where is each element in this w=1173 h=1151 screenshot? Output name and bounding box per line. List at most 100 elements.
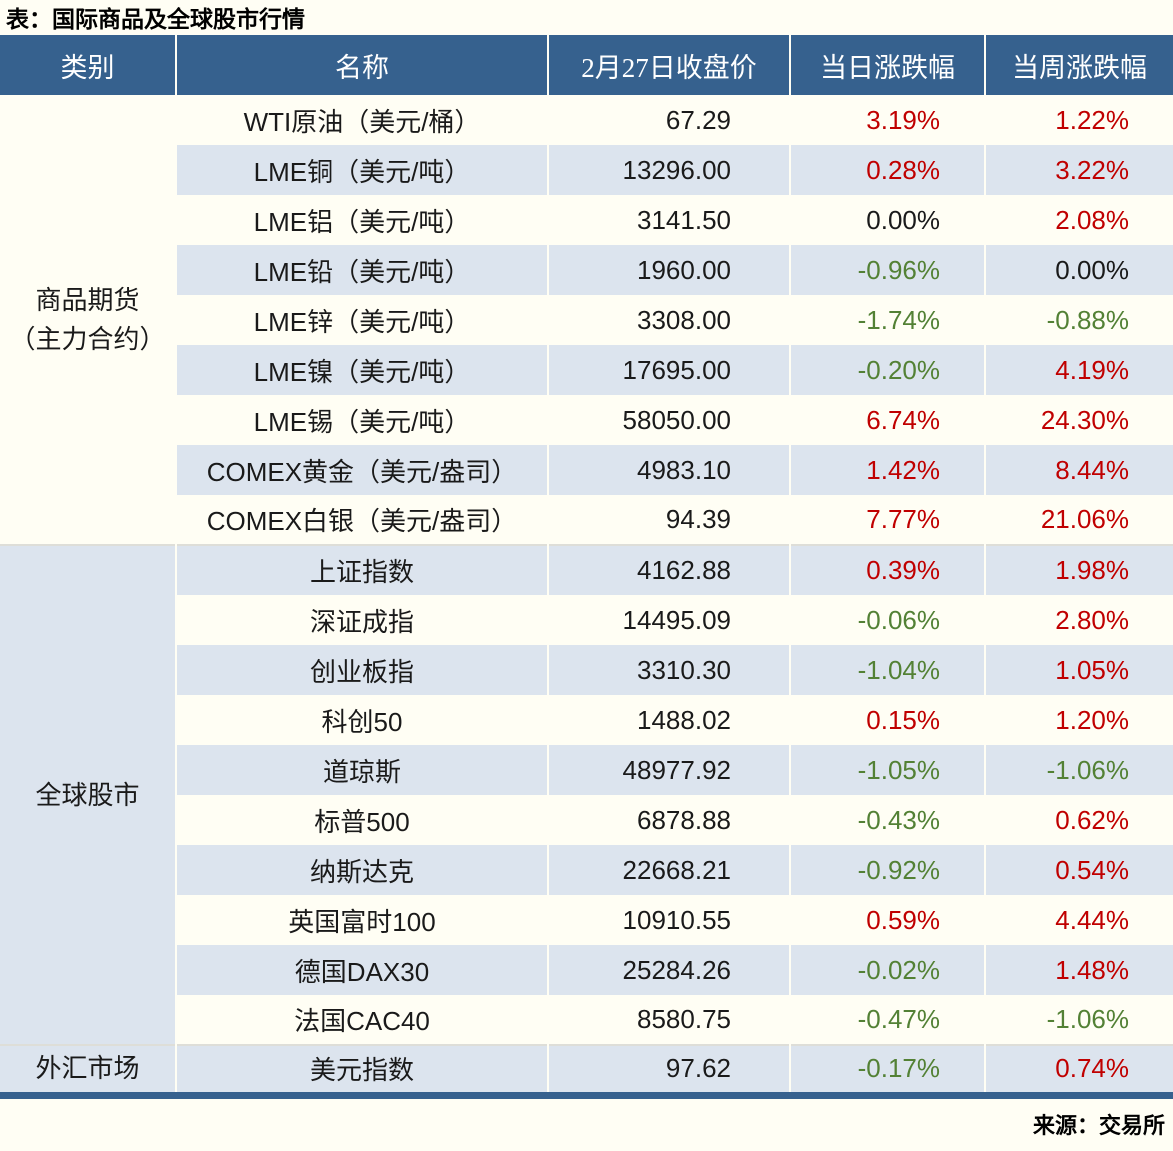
close-price: 22668.21 xyxy=(548,845,791,895)
table-row: COMEX黄金（美元/盎司） 4983.10 1.42% 8.44% xyxy=(0,445,1173,495)
instrument-name: LME铜（美元/吨） xyxy=(176,145,549,195)
weekly-change: 4.44% xyxy=(1055,904,1129,935)
table-row: 德国DAX30 25284.26 -0.02% 1.48% xyxy=(0,945,1173,995)
daily-change: 3.19% xyxy=(790,95,986,145)
weekly-change: 2.80% xyxy=(1055,604,1129,635)
close-price: 4983.10 xyxy=(548,445,791,495)
close-price: 1488.02 xyxy=(548,695,791,745)
table-row: LME铜（美元/吨） 13296.00 0.28% 3.22% xyxy=(0,145,1173,195)
table-row: LME锌（美元/吨） 3308.00 -1.74% -0.88% xyxy=(0,295,1173,345)
instrument-name: LME锌（美元/吨） xyxy=(176,295,549,345)
instrument-name: 纳斯达克 xyxy=(176,845,549,895)
instrument-name: WTI原油（美元/桶） xyxy=(176,95,549,145)
instrument-name: 美元指数 xyxy=(176,1044,549,1095)
instrument-name: 标普500 xyxy=(176,795,549,845)
daily-change: -0.96% xyxy=(790,245,986,295)
daily-change: 0.00% xyxy=(790,195,986,245)
table-row: 英国富时100 10910.55 0.59% 4.44% xyxy=(0,895,1173,945)
close-price: 13296.00 xyxy=(548,145,791,195)
close-price: 3310.30 xyxy=(548,645,791,695)
table-row: 深证成指 14495.09 -0.06% 2.80% xyxy=(0,595,1173,645)
daily-change: -1.74% xyxy=(790,295,986,345)
instrument-name: 法国CAC40 xyxy=(176,995,549,1045)
table-row: LME铅（美元/吨） 1960.00 -0.96% 0.00% xyxy=(0,245,1173,295)
weekly-change: 0.74% xyxy=(985,1044,1173,1095)
header-row: 类别 名称 2月27日收盘价 当日涨跌幅 当周涨跌幅 xyxy=(0,35,1173,95)
market-table: 类别 名称 2月27日收盘价 当日涨跌幅 当周涨跌幅 商品期货 （主力合约） WTI… xyxy=(0,35,1173,1099)
close-price: 3308.00 xyxy=(548,295,791,345)
table-row: 标普500 6878.88 -0.43% 0.62% xyxy=(0,795,1173,845)
daily-change: -0.92% xyxy=(790,845,986,895)
table-row: 商品期货 （主力合约） WTI原油（美元/桶） 67.29 3.19% 1.22% xyxy=(0,95,1173,545)
daily-change: -0.43% xyxy=(790,795,986,845)
instrument-name: 英国富时100 xyxy=(176,895,549,945)
daily-change: 6.74% xyxy=(790,395,986,445)
instrument-name: COMEX白银（美元/盎司） xyxy=(176,495,549,545)
table-row: 科创50 1488.02 0.15% 1.20% xyxy=(0,695,1173,745)
instrument-name: 深证成指 xyxy=(176,595,549,645)
column-header-daily-change: 当日涨跌幅 xyxy=(790,35,986,95)
close-price: 94.39 xyxy=(548,495,791,545)
weekly-change: 4.19% xyxy=(985,345,1173,395)
table-row: 外汇市场 美元指数 97.62 -0.17% 0.74% xyxy=(0,1044,1173,1095)
daily-change: -0.02% xyxy=(790,945,986,995)
weekly-change: 8.44% xyxy=(985,445,1173,495)
instrument-name: 上证指数 xyxy=(176,544,549,595)
table-header: 类别 名称 2月27日收盘价 当日涨跌幅 当周涨跌幅 xyxy=(0,35,1173,95)
table-row: 创业板指 3310.30 -1.04% 1.05% xyxy=(0,645,1173,695)
instrument-name: LME铝（美元/吨） xyxy=(176,195,549,245)
weekly-change: 3.22% xyxy=(985,145,1173,195)
weekly-change: 0.62% xyxy=(1055,804,1129,835)
close-price: 1960.00 xyxy=(548,245,791,295)
close-price: 10910.55 xyxy=(548,895,791,945)
close-price: 97.62 xyxy=(548,1044,791,1095)
weekly-change: -1.06% xyxy=(985,745,1173,795)
weekly-change: -1.06% xyxy=(1046,1004,1129,1034)
column-header-name: 名称 xyxy=(176,35,549,95)
weekly-change: 24.30% xyxy=(1040,404,1129,435)
daily-change: -0.06% xyxy=(790,595,986,645)
category-cell: 全球股市 xyxy=(0,544,177,1045)
table-body: 商品期货 （主力合约） WTI原油（美元/桶） 67.29 3.19% 1.22% … xyxy=(0,95,1173,1095)
source-note: 来源：交易所 xyxy=(1032,1112,1165,1138)
table-row: 法国CAC40 8580.75 -0.47% -1.06% xyxy=(0,995,1173,1045)
category-label-line: 外汇市场 xyxy=(35,1053,140,1084)
close-price: 8580.75 xyxy=(548,995,791,1045)
column-header-category: 类别 xyxy=(0,35,177,95)
column-header-weekly-change: 当周涨跌幅 xyxy=(985,35,1173,95)
category-cell: 外汇市场 xyxy=(0,1044,177,1095)
table-row: 纳斯达克 22668.21 -0.92% 0.54% xyxy=(0,845,1173,895)
daily-change: 7.77% xyxy=(790,495,986,545)
weekly-change: 21.06% xyxy=(1040,504,1129,534)
weekly-change: 2.08% xyxy=(1055,204,1129,235)
weekly-change: 0.00% xyxy=(985,245,1173,295)
weekly-change: 1.22% xyxy=(1055,104,1129,135)
close-price: 67.29 xyxy=(548,95,791,145)
daily-change: -0.17% xyxy=(790,1044,986,1095)
daily-change: 0.59% xyxy=(790,895,986,945)
table-row: COMEX白银（美元/盎司） 94.39 7.77% 21.06% xyxy=(0,495,1173,545)
table-row: LME锡（美元/吨） 58050.00 6.74% 24.30% xyxy=(0,395,1173,445)
instrument-name: 德国DAX30 xyxy=(176,945,549,995)
instrument-name: LME镍（美元/吨） xyxy=(176,345,549,395)
daily-change: 0.39% xyxy=(790,544,986,595)
daily-change: -1.04% xyxy=(790,645,986,695)
instrument-name: LME铅（美元/吨） xyxy=(176,245,549,295)
weekly-change: 1.98% xyxy=(985,544,1173,595)
daily-change: -0.47% xyxy=(790,995,986,1045)
close-price: 4162.88 xyxy=(548,544,791,595)
close-price: 3141.50 xyxy=(548,195,791,245)
category-cell: 商品期货 （主力合约） xyxy=(0,95,177,545)
daily-change: 0.28% xyxy=(790,145,986,195)
table-row: LME镍（美元/吨） 17695.00 -0.20% 4.19% xyxy=(0,345,1173,395)
weekly-change: 1.20% xyxy=(1055,704,1129,735)
close-price: 17695.00 xyxy=(548,345,791,395)
close-price: 6878.88 xyxy=(548,795,791,845)
close-price: 14495.09 xyxy=(548,595,791,645)
daily-change: 1.42% xyxy=(790,445,986,495)
weekly-change: 0.54% xyxy=(985,845,1173,895)
close-price: 25284.26 xyxy=(548,945,791,995)
table-row: LME铝（美元/吨） 3141.50 0.00% 2.08% xyxy=(0,195,1173,245)
weekly-change: 1.05% xyxy=(985,645,1173,695)
column-header-close: 2月27日收盘价 xyxy=(548,35,791,95)
